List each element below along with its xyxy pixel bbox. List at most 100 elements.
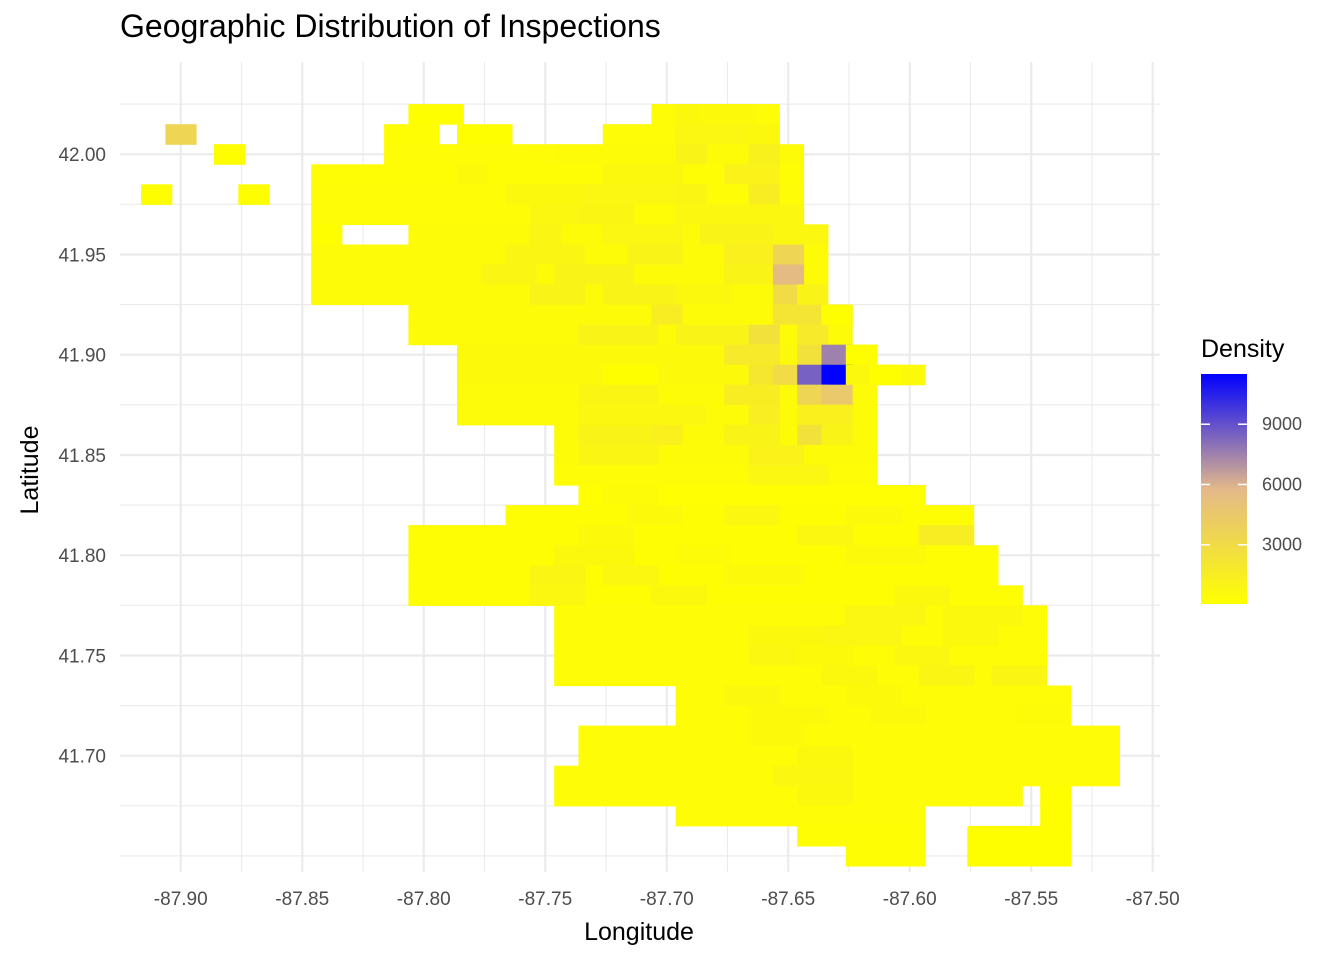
density-tile [675,184,707,205]
density-tile [578,324,659,346]
density-tile [408,525,975,546]
density-tile [797,645,853,666]
density-tile [724,344,780,366]
density-tile [845,344,877,366]
density-tile [602,284,683,306]
y-tick-label: 41.85 [58,446,106,467]
y-tick-label: 41.75 [58,646,106,667]
density-tile [627,505,683,526]
x-tick-label: -87.90 [154,889,208,910]
density-tile [845,605,926,626]
density-tile [748,645,805,666]
y-tick-label: 41.70 [58,747,106,768]
density-tile [797,344,829,366]
density-tile [918,665,975,687]
density-tile [675,805,926,827]
density-tile [602,164,683,185]
density-tile [1040,805,1072,827]
density-tile [1015,685,1048,707]
density-tile [554,785,1023,807]
density-tile [797,825,926,847]
density-tile [870,364,902,386]
tile-layer [141,104,1120,867]
density-tile [457,124,513,145]
density-tile [675,124,756,145]
density-tile [772,765,853,787]
x-axis-title: Longitude [584,918,694,946]
density-tile [967,845,1072,867]
density-tile [821,424,853,446]
density-tile [797,745,853,767]
density-tile [748,144,780,165]
legend-colorbar [1201,374,1247,604]
density-tile [627,244,683,266]
density-tile [870,705,926,727]
density-tile [772,304,829,326]
density-tile [821,665,877,687]
chart-title: Geographic Distribution of Inspections [120,8,661,44]
y-axis-ticks: 41.70 41.75 41.80 41.85 41.90 41.95 42.00 [58,145,106,767]
y-tick-label: 42.00 [58,145,106,166]
density-tile [578,725,1120,747]
density-tile [772,364,805,386]
legend-tick-label: 3000 [1262,535,1302,555]
density-tile [797,384,829,406]
density-tile [991,665,1048,687]
density-tile [894,585,950,606]
legend-tick-label: 9000 [1262,414,1302,434]
density-tile [772,264,805,286]
x-tick-label: -87.65 [761,889,815,910]
density-tile [529,224,562,245]
legend-tick-label: 6000 [1262,474,1302,494]
density-tile [578,444,659,466]
density-tile [529,585,586,606]
density-tile [821,344,853,366]
density-tile [967,825,1072,847]
x-tick-label: -87.70 [640,889,694,910]
density-tile [797,324,829,346]
density-tile [554,545,634,566]
x-tick-label: -87.50 [1126,889,1180,910]
density-tile [408,565,999,586]
density-tile [651,304,683,326]
density-tile [748,184,780,205]
x-tick-label: -87.75 [518,889,572,910]
density-tile [408,304,853,326]
density-tile [797,364,829,386]
density-tile [700,104,756,125]
density-tile [845,545,926,566]
density-tile [821,364,853,386]
density-tile [748,444,805,466]
legend-ticks: 3000 6000 9000 [1201,414,1302,555]
density-tile [918,525,975,546]
x-tick-label: -87.60 [883,889,937,910]
density-tile [772,224,829,245]
density-tile [845,685,902,707]
density-tile [797,785,853,807]
density-tile [845,505,902,526]
density-tile [529,284,586,306]
density-tile [578,525,634,546]
density-tile [141,184,173,205]
y-tick-label: 41.95 [58,245,106,266]
density-tile [675,284,732,306]
density-tile [748,364,780,386]
density-tile [845,845,926,867]
density-tile [1040,785,1072,807]
density-tile [821,625,902,646]
density-tile [651,424,683,446]
density-tile [578,485,926,506]
density-tile [457,164,489,185]
density-tile [408,104,464,125]
density-tile [724,424,780,446]
density-tile [748,705,829,727]
density-tile [165,124,197,145]
y-tick-label: 41.90 [58,346,106,367]
density-tile [821,304,853,326]
density-tile [748,324,780,346]
density-tile [529,204,586,225]
density-tile [214,144,246,165]
density-tile [724,565,805,586]
density-tile [529,565,586,586]
